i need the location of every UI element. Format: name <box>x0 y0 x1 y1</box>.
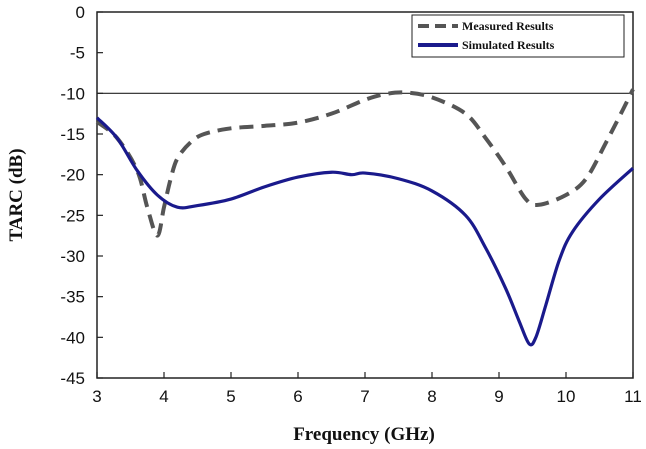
y-axis-title: TARC (dB) <box>6 148 27 241</box>
x-tick-label: 4 <box>159 387 168 406</box>
simulated-results-line <box>95 116 635 347</box>
plot-frame <box>96 11 634 379</box>
y-tick-label: -5 <box>70 44 85 63</box>
x-tick-label: 6 <box>293 387 302 406</box>
x-tick-label: 11 <box>624 387 642 406</box>
y-tick-label: -30 <box>60 247 85 266</box>
measured-results-line <box>95 88 635 238</box>
ticks-layer: 3 4 5 6 7 8 9 10 11 0 -5 -10 -15 -20 -25 -30 -35 -40 -45 <box>60 3 641 406</box>
x-tick-label: 9 <box>494 387 503 406</box>
x-tick-label: 3 <box>92 387 101 406</box>
plot-area <box>96 11 634 379</box>
x-tick-label: 8 <box>427 387 436 406</box>
y-tick-label: -15 <box>60 125 85 144</box>
y-tick-label: 0 <box>76 3 85 22</box>
legend-measured-label: Measured Results <box>462 19 554 33</box>
x-tick-label: 7 <box>360 387 369 406</box>
x-axis-title: Frequency (GHz) <box>293 424 435 445</box>
legend-box <box>411 14 625 58</box>
y-tick-label: -40 <box>60 328 85 347</box>
y-tick-label: -25 <box>60 206 85 225</box>
legend-simulated-label: Simulated Results <box>462 38 555 52</box>
legend: Measured Results Simulated Results <box>411 14 625 58</box>
x-tick-label: 5 <box>226 387 235 406</box>
series-layer <box>95 88 635 347</box>
y-tick-label: -20 <box>60 166 85 185</box>
y-tick-label: -10 <box>60 84 85 103</box>
y-tick-label: -45 <box>60 369 85 388</box>
x-tick-label: 10 <box>557 387 576 406</box>
y-tick-label: -35 <box>60 288 85 307</box>
